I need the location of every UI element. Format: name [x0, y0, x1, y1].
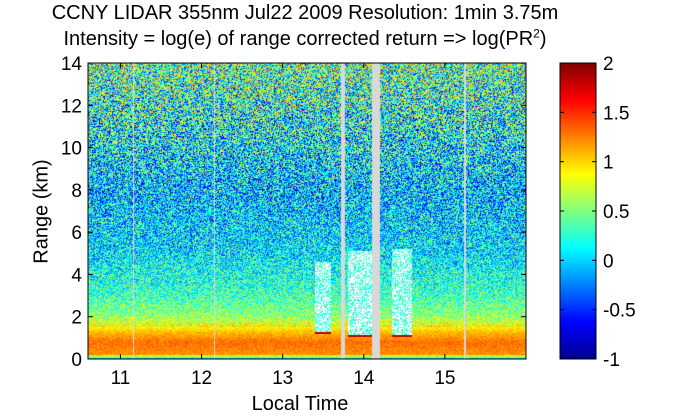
chart-subtitle: Intensity = log(e) of range corrected re… — [0, 26, 610, 51]
colorbar-tick-label: 1.5 — [603, 103, 629, 124]
y-tick-label: 12 — [61, 96, 82, 117]
y-tick-label: 4 — [71, 265, 82, 286]
colorbar-ticks: -1 -0.5 0 0.5 1 1.5 2 — [560, 54, 636, 371]
colorbar-tick-label: -1 — [603, 350, 620, 371]
y-tick-label: 10 — [61, 139, 82, 160]
y-tick-label: 0 — [71, 350, 82, 371]
chart-title: CCNY LIDAR 355nm Jul22 2009 Resolution: … — [51, 2, 559, 24]
subtitle-text: Intensity = log(e) of range corrected re… — [63, 28, 534, 50]
colorbar-tick-label: 0 — [603, 251, 614, 272]
x-tick-label: 12 — [191, 368, 212, 389]
subtitle-suffix: ) — [539, 28, 547, 50]
y-axis-ticks: 0 2 4 6 8 10 12 14 — [61, 54, 526, 371]
x-axis-label: Local Time — [251, 393, 349, 415]
colorbar-tick-label: 0.5 — [603, 202, 629, 223]
colorbar-tick-label: 1 — [603, 153, 614, 174]
x-tick-label: 11 — [111, 368, 131, 389]
x-tick-label: 14 — [353, 368, 375, 389]
subtitle-superscript: 2 — [533, 26, 540, 41]
y-tick-label: 2 — [71, 308, 82, 329]
colorbar-tick-label: 2 — [603, 54, 614, 75]
y-tick-label: 14 — [61, 54, 83, 75]
plot-frame — [87, 62, 527, 360]
y-tick-label: 6 — [71, 223, 82, 244]
x-tick-label: 15 — [434, 368, 455, 389]
colorbar — [559, 62, 597, 360]
y-tick-label: 8 — [71, 181, 82, 202]
heatmap-image — [88, 63, 526, 359]
x-axis-ticks: 11 12 13 14 15 — [111, 63, 455, 389]
colorbar-tick-label: -0.5 — [603, 301, 636, 322]
x-tick-label: 13 — [272, 368, 293, 389]
